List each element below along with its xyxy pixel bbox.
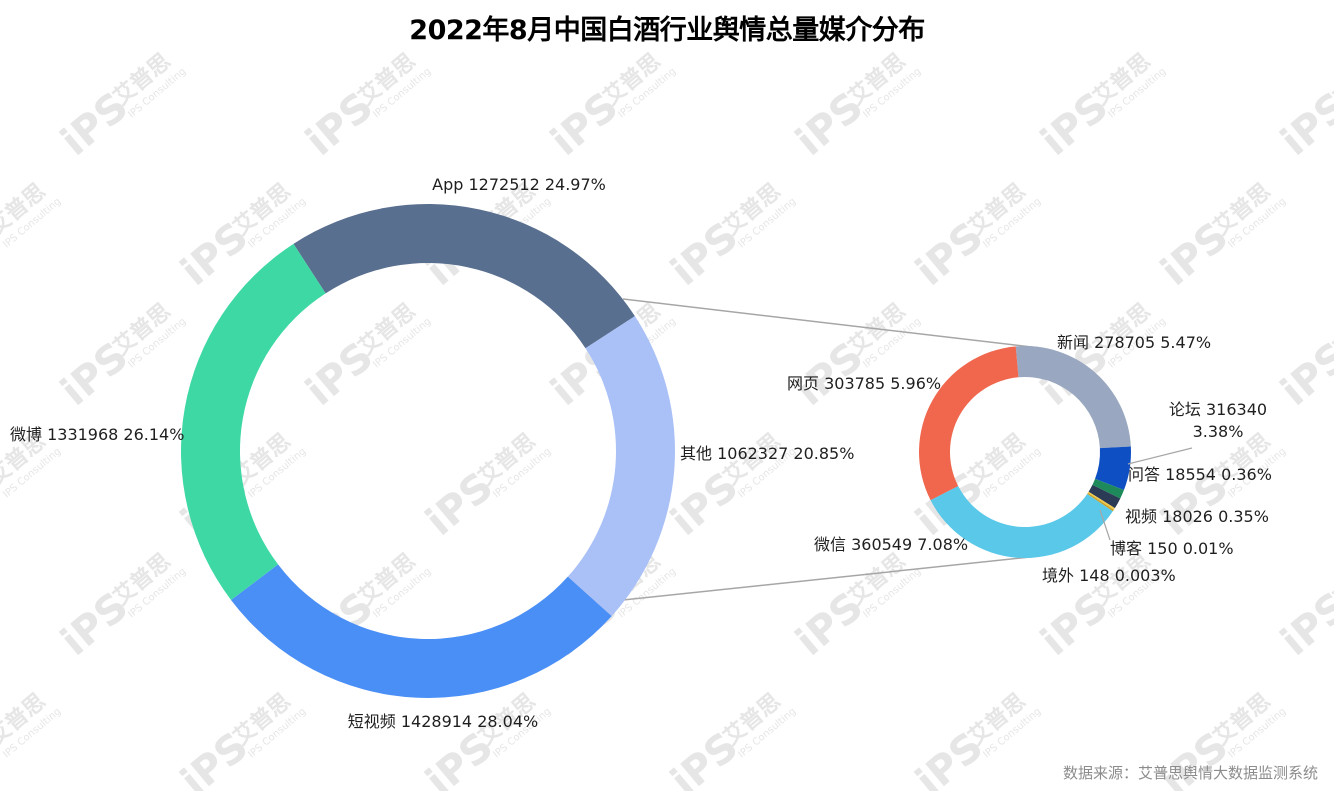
data-label-wechat: 微信 360549 7.08%	[814, 535, 968, 554]
data-label-video: 视频 18026 0.35%	[1125, 507, 1269, 526]
sub-donut	[919, 346, 1131, 558]
connector-line-bottom	[622, 555, 1041, 601]
data-label-blog: 博客 150 0.01%	[1110, 539, 1234, 558]
data-label-weibo: 微博 1331968 26.14%	[10, 425, 184, 444]
data-label-forum: 论坛 316340 3.38%	[1169, 400, 1267, 441]
source-note: 数据来源：艾普思舆情大数据监测系统	[1062, 764, 1318, 782]
slice-wechat	[930, 486, 1113, 558]
slice-blog	[1087, 491, 1115, 510]
slice-webpage	[919, 346, 1019, 501]
slice-short-video	[231, 564, 612, 699]
slice-overseas	[1087, 492, 1114, 512]
connector-lines	[622, 298, 1041, 601]
data-label-webpage: 网页 303785 5.96%	[787, 374, 941, 393]
data-label-other: 其他 1062327 20.85%	[680, 444, 854, 463]
chart-title: 2022年8月中国白酒行业舆情总量媒介分布	[409, 15, 925, 46]
data-labels: App 1272512 24.97% 其他 1062327 20.85% 短视频 1…	[10, 175, 1272, 731]
slice-video	[1088, 484, 1121, 509]
watermark-logo: iPS	[1272, 584, 1334, 665]
slice-other	[567, 316, 675, 617]
leader-line-forum	[1127, 447, 1193, 465]
main-donut	[180, 204, 675, 699]
watermark-logo: iPS	[1272, 84, 1334, 165]
leader-line-blog	[1099, 509, 1111, 541]
slice-qa	[1092, 478, 1124, 499]
slice-weibo	[180, 243, 326, 601]
data-label-app: App 1272512 24.97%	[432, 175, 606, 194]
slice-news	[1015, 346, 1131, 449]
data-label-qa: 问答 18554 0.36%	[1128, 465, 1272, 484]
watermark-logo: iPS	[1272, 334, 1334, 415]
data-label-overseas: 境外 148 0.003%	[1042, 566, 1176, 585]
slice-forum	[1095, 446, 1131, 490]
slice-app	[293, 204, 635, 349]
data-label-news: 新闻 278705 5.47%	[1057, 333, 1211, 352]
connector-line-top	[622, 298, 1041, 349]
leader-lines	[1099, 447, 1193, 541]
data-label-short-video: 短视频 1428914 28.04%	[348, 712, 538, 731]
